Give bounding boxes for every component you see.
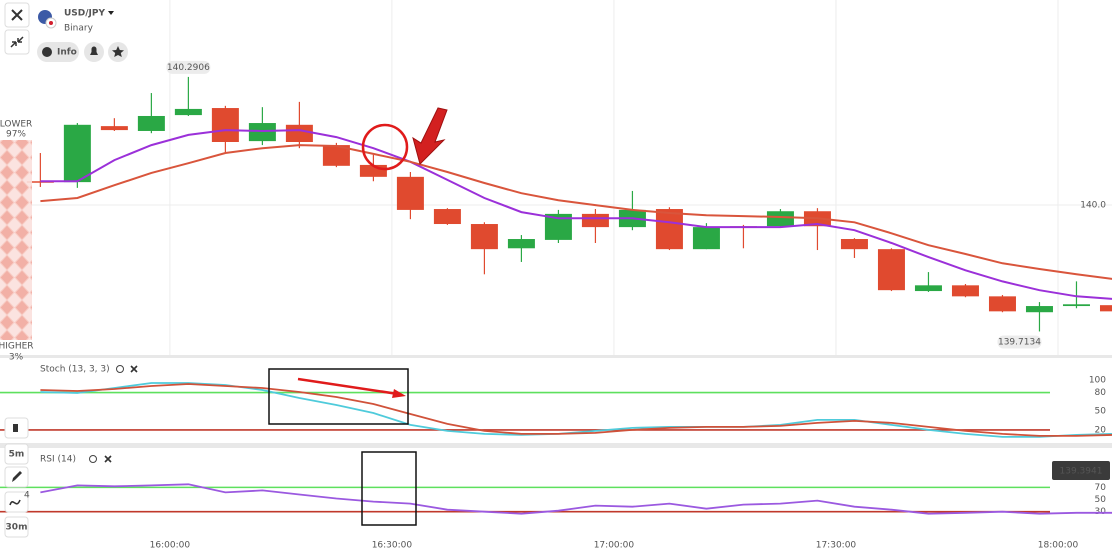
candle-body bbox=[285, 124, 313, 142]
stoch-eye[interactable] bbox=[116, 365, 124, 373]
candle-body bbox=[1099, 305, 1112, 312]
x-tick-label: 18:00:00 bbox=[1038, 541, 1079, 551]
indicator-line bbox=[40, 483, 1112, 515]
indicator-line bbox=[40, 382, 1112, 438]
x-tick-label: 16:00:00 bbox=[150, 541, 191, 551]
timeframe-button[interactable] bbox=[4, 516, 29, 538]
candle-body bbox=[470, 224, 498, 250]
candle-body bbox=[137, 115, 165, 131]
sentiment-bar bbox=[0, 140, 32, 340]
x-tick-label: 16:30:00 bbox=[372, 541, 413, 551]
y-tick-label: 100 bbox=[1089, 376, 1106, 386]
annotation-box bbox=[268, 368, 409, 425]
candle-body bbox=[877, 249, 905, 291]
lower-label: LOWER bbox=[0, 120, 32, 130]
stoch-remove[interactable] bbox=[130, 365, 138, 373]
candle-body bbox=[655, 209, 683, 250]
annotation-box bbox=[361, 451, 417, 526]
info-icon bbox=[42, 47, 52, 57]
candle-body bbox=[1025, 306, 1053, 313]
timeframe-short: 5m bbox=[9, 450, 25, 460]
y-tick-label: 50 bbox=[1095, 407, 1107, 417]
y-tick-label: 140.0 bbox=[1080, 201, 1106, 211]
rsi-remove[interactable] bbox=[104, 455, 112, 463]
y-tick-label: 80 bbox=[1095, 388, 1107, 398]
bell-icon bbox=[90, 46, 98, 55]
lower-pct: 97% bbox=[6, 130, 26, 140]
higher-pct: 3% bbox=[9, 353, 24, 363]
pencil-icon bbox=[12, 471, 22, 482]
candle-body bbox=[359, 164, 387, 177]
symbol-dropdown[interactable] bbox=[108, 11, 114, 15]
rsi-title: RSI (14) bbox=[40, 455, 76, 465]
collapse-icon bbox=[10, 36, 24, 48]
symbol[interactable]: USD/JPY bbox=[64, 9, 105, 19]
grid-layer bbox=[30, 0, 1112, 355]
candle-body bbox=[26, 181, 54, 183]
stoch-title: Stoch (13, 3, 3) bbox=[40, 365, 110, 375]
candle-body bbox=[174, 108, 202, 116]
annotation-arrow bbox=[412, 107, 448, 165]
candle-body bbox=[914, 285, 942, 292]
candle-body bbox=[100, 126, 128, 131]
annotation-arrowhead bbox=[392, 389, 406, 398]
higher-label: HIGHER bbox=[0, 342, 34, 352]
annotation-circle bbox=[361, 123, 409, 171]
low-label-box bbox=[997, 335, 1042, 349]
candle-body bbox=[211, 108, 239, 142]
mode: Binary bbox=[64, 24, 94, 34]
candle-body bbox=[507, 239, 535, 249]
collapse-button[interactable] bbox=[4, 29, 30, 55]
candle-body bbox=[951, 285, 979, 297]
marks-layer: 16:00:00 16:30:00 17:00:00 17:30:00 18:00:00… bbox=[0, 60, 1112, 551]
price-tag-text: 139.3941 bbox=[1060, 467, 1103, 477]
info-button[interactable] bbox=[37, 42, 79, 62]
info-text: Info bbox=[57, 48, 77, 58]
candle-body bbox=[248, 123, 276, 142]
timeframe-button[interactable] bbox=[4, 443, 29, 465]
candle-body bbox=[396, 176, 424, 210]
indicators-button[interactable] bbox=[4, 491, 29, 513]
low-label: 139.7134 bbox=[998, 337, 1041, 347]
indicators-icon bbox=[9, 499, 21, 506]
candle-body bbox=[322, 145, 350, 166]
indicator-line bbox=[40, 383, 1112, 437]
flag-jp-dot bbox=[49, 21, 53, 25]
candle-body bbox=[63, 124, 91, 183]
candle-body bbox=[988, 296, 1016, 312]
star-icon bbox=[112, 46, 124, 57]
high-label-box bbox=[166, 60, 211, 74]
high-label: 140.2906 bbox=[167, 63, 210, 73]
panel-separator bbox=[0, 443, 1112, 448]
candle-body bbox=[840, 239, 868, 250]
close-icon bbox=[11, 9, 23, 21]
candle-body bbox=[581, 213, 609, 228]
moving-average bbox=[40, 144, 1112, 280]
timeframe-long: 30m bbox=[6, 523, 28, 533]
panel-separator bbox=[0, 355, 1112, 358]
rsi-eye[interactable] bbox=[89, 455, 97, 463]
annotation-line bbox=[297, 377, 399, 396]
y-tick-label: 20 bbox=[1095, 425, 1107, 435]
x-tick-label: 17:30:00 bbox=[816, 541, 857, 551]
moving-average bbox=[40, 129, 1112, 300]
x-tick-label: 17:00:00 bbox=[594, 541, 635, 551]
candle-body bbox=[433, 209, 461, 225]
candle-body bbox=[692, 227, 720, 250]
chart-type-icon bbox=[13, 424, 18, 432]
price-tag bbox=[1052, 461, 1110, 480]
candle-body bbox=[1062, 304, 1090, 307]
candle-body bbox=[766, 211, 794, 227]
y-tick-label: 70 bbox=[1095, 483, 1107, 493]
indicator-count: 4 bbox=[24, 491, 30, 501]
y-tick-label: 50 bbox=[1095, 495, 1107, 505]
